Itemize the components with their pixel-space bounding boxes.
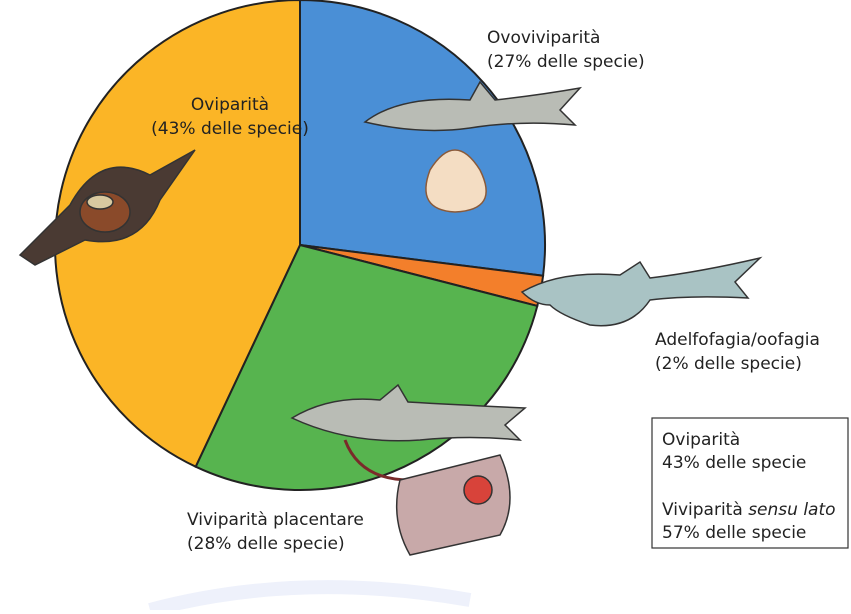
slice-value-label: (28% delle specie) [187, 534, 345, 554]
slice-label: Viviparità placentare [187, 510, 364, 530]
slice-label: Adelfofagia/oofagia [655, 330, 820, 350]
decoration [148, 580, 472, 614]
placenta [463, 475, 493, 505]
slice-value-label: (2% delle specie) [655, 354, 802, 374]
summary-box [651, 417, 849, 549]
slice-label: Ovoviviparità [487, 28, 600, 48]
illustrations [18, 80, 763, 556]
summary-text: 57% delle specie [662, 523, 806, 543]
yolk [86, 194, 114, 210]
yolk-sac [425, 149, 487, 213]
pie-slice [54, 0, 301, 469]
summary-name: Viviparità [662, 500, 743, 520]
shark [290, 383, 527, 442]
labels: Ovoviviparità (27% delle specie) Adelfofag… [151, 28, 820, 554]
slice-value-label: (27% delle specie) [487, 52, 645, 72]
summary-name: Oviparità [662, 430, 740, 450]
shark [520, 256, 763, 327]
summary-name-italic: sensu lato [748, 500, 835, 520]
shark [363, 80, 583, 132]
summary-name: Viviparità sensu lato [662, 500, 836, 520]
summary-text: 43% delle specie [662, 453, 806, 473]
slice-label: Oviparità [191, 95, 269, 115]
uterus [395, 454, 511, 556]
pie-slice [299, 0, 546, 277]
slice-value-label: (43% delle specie) [151, 119, 309, 139]
